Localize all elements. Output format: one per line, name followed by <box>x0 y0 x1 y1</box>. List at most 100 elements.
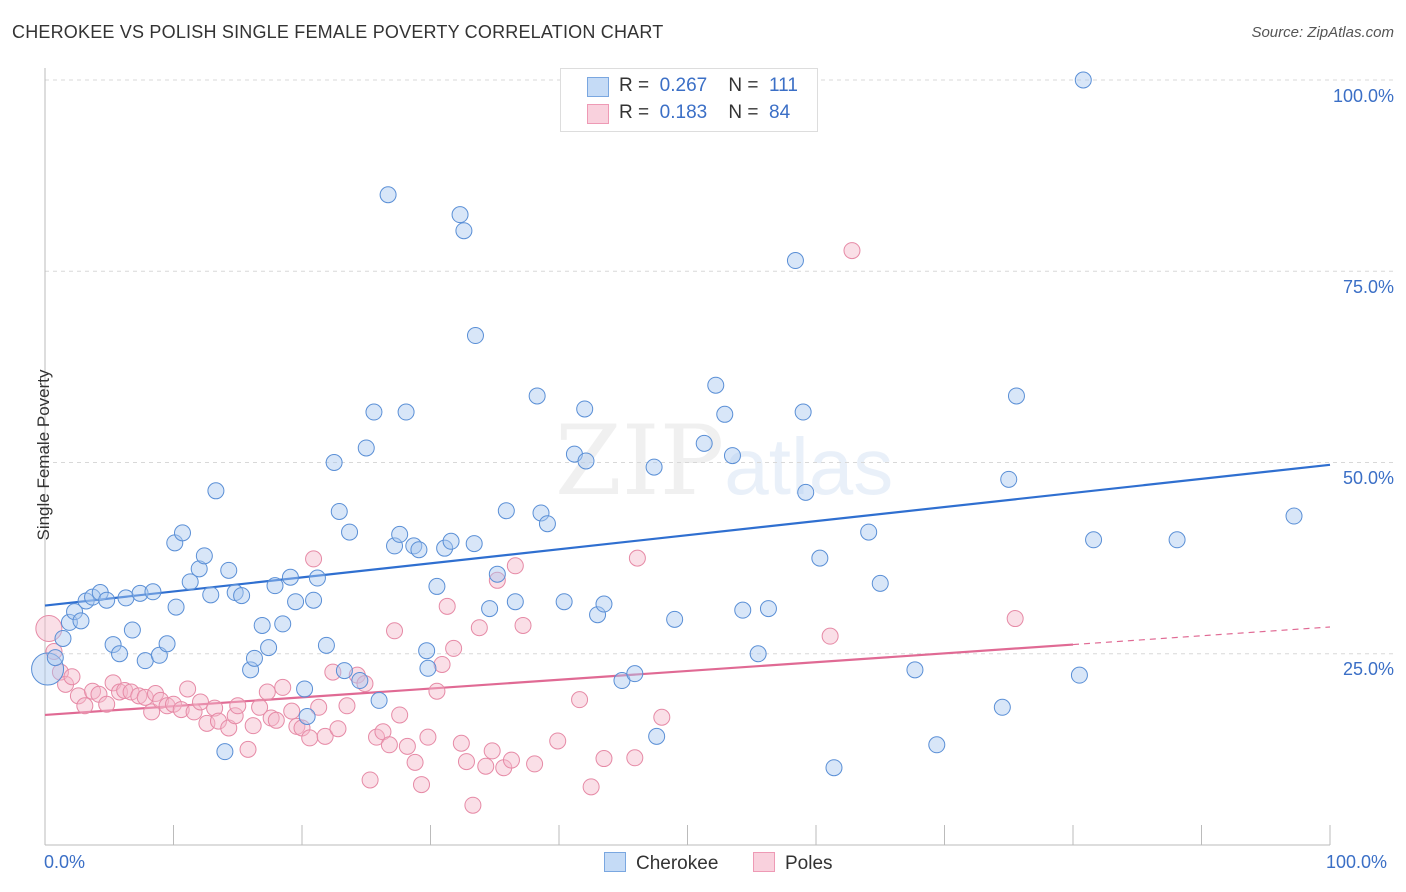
cherokee-point <box>31 652 65 686</box>
legend-n-value: 84 <box>769 102 791 123</box>
cherokee-point <box>397 403 415 421</box>
cherokee-point <box>207 482 225 500</box>
cherokee-point <box>72 612 90 630</box>
poles-point <box>329 720 347 738</box>
cherokee-point <box>481 600 499 618</box>
poles-point <box>413 776 431 794</box>
axes <box>44 68 1331 846</box>
cherokee-point <box>1070 666 1088 684</box>
poles-point <box>626 749 644 767</box>
cherokee-point <box>786 252 804 270</box>
cherokee-point <box>66 603 84 621</box>
poles-point <box>179 680 197 698</box>
cherokee-point <box>274 615 292 633</box>
cherokee-point <box>98 591 116 609</box>
watermark-zip: ZIP <box>555 405 725 517</box>
cherokee-point <box>242 661 260 679</box>
poles-point <box>283 702 301 720</box>
cherokee-point <box>173 524 191 542</box>
poles-point <box>582 778 600 796</box>
poles-point <box>502 751 520 769</box>
legend: R = 0.267 N = 111 R = 0.183 N = 84 <box>560 68 818 132</box>
poles-point <box>361 771 379 789</box>
cherokee-point <box>993 698 1011 716</box>
cherokee-point <box>749 645 767 663</box>
poles-point <box>301 729 319 747</box>
poles-point <box>45 642 63 660</box>
poles-point <box>438 597 456 615</box>
cherokee-point <box>351 672 369 690</box>
y-axis-label: Single Female Poverty <box>34 369 53 541</box>
poles-point <box>380 736 398 754</box>
cherokee-point <box>202 586 220 604</box>
cherokee-point <box>734 601 752 619</box>
source-label: Source: ZipAtlas.com <box>1251 24 1394 41</box>
poles-point <box>506 557 524 575</box>
cherokee-point <box>528 387 546 405</box>
y-tick-50: 50.0% <box>1342 468 1394 488</box>
cherokee-point <box>794 403 812 421</box>
cherokee-trend-line <box>44 463 1331 607</box>
cherokee-point <box>532 504 550 522</box>
cherokee-point <box>281 568 299 586</box>
cherokee-swatch <box>587 77 609 97</box>
poles-point <box>172 701 190 719</box>
cherokee-points <box>31 71 1303 777</box>
cherokee-point <box>357 439 375 457</box>
poles-point <box>843 242 861 260</box>
cherokee-point <box>298 707 316 725</box>
poles-point <box>209 712 227 730</box>
poles-point <box>147 685 165 703</box>
y-tick-100: 100.0% <box>1332 86 1394 106</box>
cherokee-point <box>860 523 878 541</box>
cherokee-point <box>379 186 397 204</box>
poles-point <box>206 699 224 717</box>
legend-n-label: N = <box>728 102 759 123</box>
poles-point <box>653 708 671 726</box>
poles-point <box>305 550 323 568</box>
poles-point <box>158 697 176 715</box>
cherokee-point <box>167 598 185 616</box>
cherokee-point <box>419 659 437 677</box>
poles-point <box>63 668 81 686</box>
x-tick-min: 0.0% <box>44 852 86 872</box>
cherokee-point <box>626 665 644 683</box>
cherokee-point <box>589 606 607 624</box>
poles-point <box>239 740 257 758</box>
poles-point <box>185 703 203 721</box>
cherokee-point <box>442 532 460 550</box>
poles-point <box>98 695 116 713</box>
cherokee-point <box>181 573 199 591</box>
poles-point <box>143 703 161 721</box>
cherokee-point <box>797 483 815 501</box>
poles-point <box>483 742 501 760</box>
legend-r-value: 0.267 <box>659 75 708 96</box>
cherokee-point <box>906 661 924 679</box>
cherokee-point <box>233 587 251 605</box>
cherokee-point <box>287 593 305 611</box>
cherokee-point <box>595 595 613 613</box>
cherokee-point <box>716 405 734 423</box>
cherokee-point <box>330 502 348 520</box>
poles-point <box>571 691 589 709</box>
poles-swatch <box>753 852 775 872</box>
cherokee-point <box>418 642 436 660</box>
poles-point <box>428 682 446 700</box>
cherokee-point <box>131 584 149 602</box>
poles-point <box>406 753 424 771</box>
cherokee-point <box>245 649 263 667</box>
cherokee-point <box>190 560 208 578</box>
poles-point <box>433 655 451 673</box>
cherokee-point <box>111 645 129 663</box>
poles-point <box>391 706 409 724</box>
cherokee-point <box>488 565 506 583</box>
poles-trend-line <box>44 643 1074 717</box>
cherokee-point <box>325 454 343 471</box>
cherokee-point <box>538 515 556 533</box>
poles-point <box>398 737 416 755</box>
poles-point <box>470 619 488 637</box>
poles-point <box>821 627 839 645</box>
cherokee-point <box>341 523 359 541</box>
cherokee-point <box>308 569 326 587</box>
cherokee-point <box>555 593 573 611</box>
